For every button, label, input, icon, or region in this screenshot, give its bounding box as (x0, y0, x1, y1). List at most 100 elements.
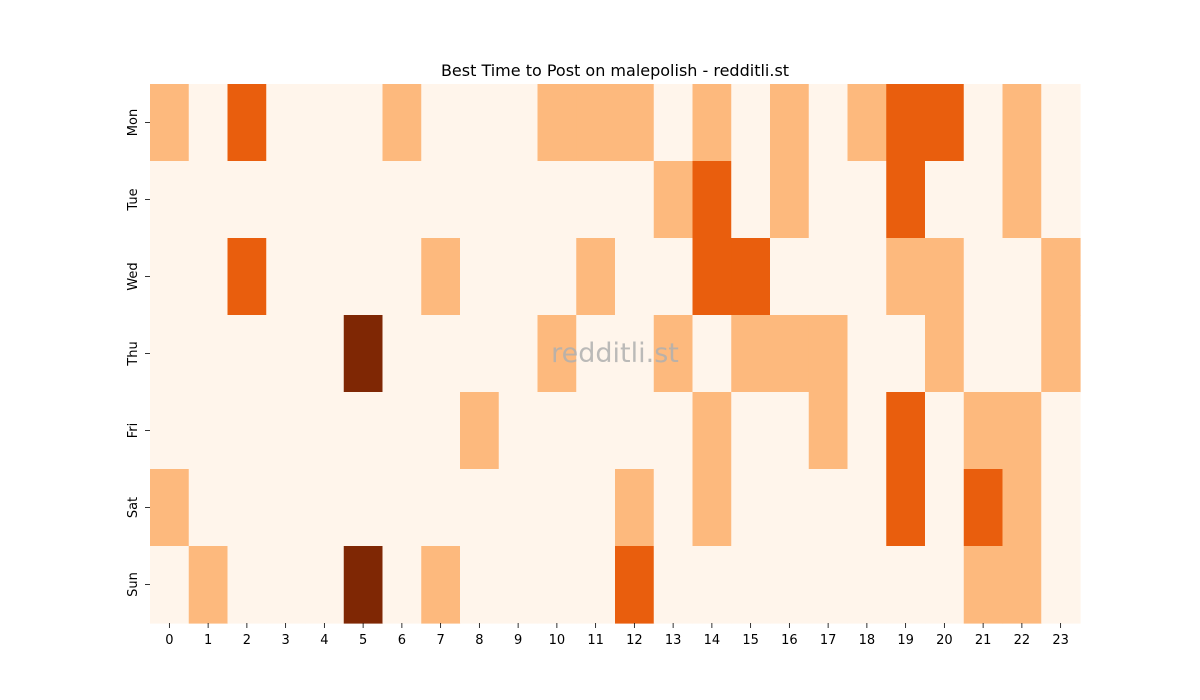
heatmap-cells (150, 84, 1081, 624)
heatmap-cell-wed-2 (227, 238, 267, 316)
x-tick-label: 21 (975, 633, 992, 648)
heatmap-cell-mon-1 (188, 84, 229, 162)
heatmap-cell-sun-8 (460, 546, 500, 624)
heatmap-cell-sat-22 (1002, 469, 1042, 547)
heatmap-cell-thu-19 (886, 315, 926, 393)
heatmap-cell-wed-22 (1002, 238, 1042, 316)
heatmap-cell-thu-11 (576, 315, 616, 393)
heatmap-cell-fri-4 (305, 392, 345, 470)
heatmap-cell-mon-21 (963, 84, 1004, 162)
heatmap-cell-thu-12 (615, 315, 655, 393)
heatmap-cell-mon-0 (150, 84, 190, 162)
heatmap-cell-wed-17 (808, 238, 849, 316)
heatmap-cell-mon-5 (343, 84, 384, 162)
heatmap-cell-thu-4 (305, 315, 345, 393)
y-tick-label: Sun (126, 572, 141, 597)
x-tick-label: 3 (281, 633, 289, 648)
heatmap-cell-tue-2 (227, 161, 267, 239)
heatmap-cell-thu-23 (1041, 315, 1081, 393)
x-tick-label: 14 (704, 633, 721, 648)
heatmap-cell-mon-11 (576, 84, 616, 162)
heatmap-cell-tue-13 (653, 161, 694, 239)
heatmap-cell-fri-21 (963, 392, 1004, 470)
heatmap-cell-tue-16 (770, 161, 810, 239)
heatmap-cell-thu-21 (963, 315, 1004, 393)
heatmap-cell-sun-20 (925, 546, 965, 624)
heatmap-cell-thu-20 (925, 315, 965, 393)
heatmap-cell-thu-6 (382, 315, 422, 393)
x-tick-label: 22 (1014, 633, 1031, 648)
y-axis: Mon Tue Wed Thu Fri Sat Sun (126, 109, 150, 597)
heatmap-cell-mon-23 (1041, 84, 1081, 162)
heatmap-cell-sun-9 (498, 546, 539, 624)
x-tick-label: 16 (781, 633, 798, 648)
x-tick-label: 6 (398, 633, 406, 648)
heatmap-cell-mon-19 (886, 84, 926, 162)
heatmap-cell-sat-23 (1041, 469, 1081, 547)
heatmap-cell-sun-17 (808, 546, 849, 624)
heatmap-cell-wed-23 (1041, 238, 1081, 316)
heatmap-cell-mon-15 (731, 84, 771, 162)
heatmap-cell-thu-22 (1002, 315, 1042, 393)
heatmap-cell-thu-15 (731, 315, 771, 393)
heatmap-cell-fri-19 (886, 392, 926, 470)
heatmap-cell-sat-15 (731, 469, 771, 547)
x-tick-label: 18 (859, 633, 876, 648)
heatmap-cell-mon-7 (421, 84, 461, 162)
heatmap-cell-tue-6 (382, 161, 422, 239)
heatmap-cell-mon-13 (653, 84, 694, 162)
heatmap-cell-tue-17 (808, 161, 849, 239)
heatmap-cell-sun-16 (770, 546, 810, 624)
heatmap-cell-thu-5 (343, 315, 384, 393)
heatmap-cell-sat-14 (692, 469, 732, 547)
heatmap-cell-fri-18 (847, 392, 887, 470)
heatmap-cell-sun-15 (731, 546, 771, 624)
y-tick-label: Tue (126, 188, 141, 211)
x-tick-label: 8 (475, 633, 483, 648)
heatmap-cell-tue-11 (576, 161, 616, 239)
heatmap-cell-tue-19 (886, 161, 926, 239)
heatmap-cell-fri-12 (615, 392, 655, 470)
heatmap-cell-mon-14 (692, 84, 732, 162)
heatmap-cell-mon-3 (266, 84, 306, 162)
heatmap-cell-thu-18 (847, 315, 887, 393)
x-axis: 0 1 2 3 4 5 6 7 8 9 10 11 12 13 14 15 16 17 18 19 20 21 22 23 (165, 623, 1069, 648)
heatmap-cell-sat-0 (150, 469, 190, 547)
heatmap-cell-wed-18 (847, 238, 887, 316)
x-tick-label: 23 (1052, 633, 1069, 648)
x-tick-label: 17 (820, 633, 837, 648)
heatmap-cell-sun-5 (343, 546, 384, 624)
heatmap-cell-fri-7 (421, 392, 461, 470)
heatmap-cell-sun-10 (537, 546, 577, 624)
heatmap-cell-thu-2 (227, 315, 267, 393)
x-tick-label: 7 (436, 633, 444, 648)
heatmap-cell-fri-10 (537, 392, 577, 470)
heatmap-cell-mon-9 (498, 84, 539, 162)
x-tick-label: 0 (165, 633, 173, 648)
heatmap-cell-tue-15 (731, 161, 771, 239)
heatmap-cell-wed-14 (692, 238, 732, 316)
y-tick-label: Fri (126, 423, 141, 439)
heatmap-cell-wed-6 (382, 238, 422, 316)
heatmap-cell-sun-3 (266, 546, 306, 624)
heatmap-cell-tue-14 (692, 161, 732, 239)
heatmap-cell-sun-14 (692, 546, 732, 624)
watermark-text: redditli.st (551, 338, 679, 369)
heatmap-cell-sat-7 (421, 469, 461, 547)
heatmap-cell-mon-10 (537, 84, 577, 162)
y-tick-label: Thu (126, 341, 141, 366)
heatmap-cell-wed-1 (188, 238, 229, 316)
heatmap-cell-thu-1 (188, 315, 229, 393)
heatmap-cell-wed-16 (770, 238, 810, 316)
heatmap-cell-sat-2 (227, 469, 267, 547)
heatmap-cell-wed-10 (537, 238, 577, 316)
heatmap-cell-wed-21 (963, 238, 1004, 316)
heatmap-cell-wed-8 (460, 238, 500, 316)
x-tick-label: 12 (626, 633, 643, 648)
heatmap-cell-tue-23 (1041, 161, 1081, 239)
heatmap-cell-mon-6 (382, 84, 422, 162)
heatmap-cell-sun-13 (653, 546, 694, 624)
heatmap-cell-thu-13 (653, 315, 694, 393)
heatmap-cell-sat-5 (343, 469, 384, 547)
heatmap-cell-thu-9 (498, 315, 539, 393)
